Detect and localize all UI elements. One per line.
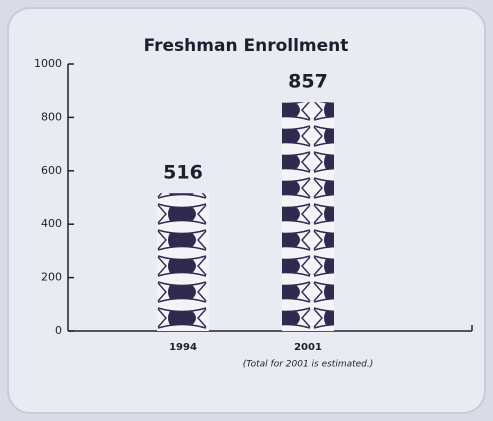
- bar: [157, 193, 209, 331]
- y-tick-label: 200: [41, 271, 62, 284]
- y-tick-label: 600: [41, 164, 62, 177]
- panel: [7, 7, 486, 414]
- value-label: 857: [288, 71, 328, 93]
- x-tick-label: 2001: [294, 342, 322, 353]
- x-tick-label: 1994: [169, 342, 197, 353]
- annotation: (Total for 2001 is estimated.): [243, 360, 374, 370]
- chart-title: Freshman Enrollment: [144, 36, 349, 56]
- bar: [282, 102, 334, 331]
- y-tick-label: 400: [41, 217, 62, 230]
- y-tick-label: 800: [41, 110, 62, 123]
- y-tick-label: 0: [55, 324, 62, 337]
- y-tick-label: 1000: [34, 57, 62, 70]
- value-label: 516: [163, 162, 203, 184]
